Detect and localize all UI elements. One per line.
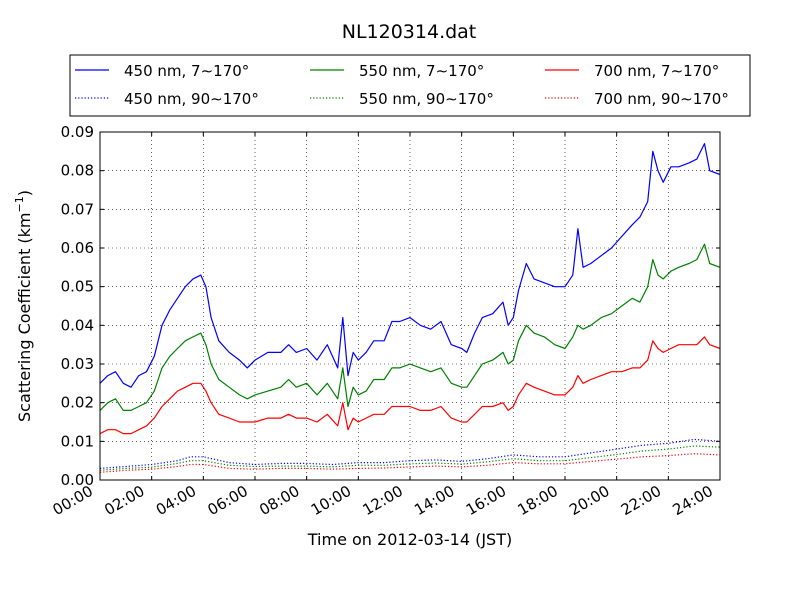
x-tick-label: 04:00	[153, 482, 199, 519]
y-tick-label: 0.08	[61, 162, 94, 180]
legend-label-0: 450 nm, 7∼170°	[124, 62, 249, 80]
y-tick-label: 0.09	[61, 123, 94, 141]
y-tick-label: 0.02	[61, 394, 94, 412]
y-tick-label: 0.07	[61, 200, 94, 218]
series-line-1	[99, 243, 721, 411]
legend-label-5: 700 nm, 90∼170°	[594, 90, 729, 108]
series-line-3	[99, 438, 721, 469]
legend-label-2: 700 nm, 7∼170°	[594, 62, 719, 80]
x-tick-label: 14:00	[411, 482, 457, 519]
series-line-2	[99, 336, 721, 435]
y-tick-label: 0.06	[61, 239, 94, 257]
x-axis-label: Time on 2012-03-14 (JST)	[307, 530, 512, 549]
y-tick-label: 0.04	[61, 316, 94, 334]
series-layer	[99, 143, 721, 473]
x-tick-label: 06:00	[205, 482, 251, 519]
legend-frame	[69, 54, 751, 117]
y-tick-label: 0.03	[61, 355, 94, 373]
x-tick-label: 24:00	[670, 482, 716, 519]
legend: 450 nm, 7∼170° 550 nm, 7∼170° 700 nm, 7∼17…	[69, 54, 751, 117]
series-line-5	[99, 453, 721, 473]
x-tick-label: 22:00	[618, 482, 664, 519]
x-tick-label: 12:00	[360, 482, 406, 519]
legend-label-4: 550 nm, 90∼170°	[359, 90, 494, 108]
x-tick-label: 20:00	[566, 482, 612, 519]
legend-label-1: 550 nm, 7∼170°	[359, 62, 484, 80]
x-tick-label: 02:00	[101, 482, 147, 519]
x-tick-label: 08:00	[256, 482, 302, 519]
grid	[100, 132, 720, 480]
y-tick-label: 0.05	[61, 278, 94, 296]
series-line-0	[99, 143, 721, 388]
y-tick-label: 0.00	[61, 471, 94, 489]
y-axis-label-tail: )	[15, 190, 34, 196]
y-axis-label-sup: −1	[13, 196, 26, 212]
x-tick-label: 18:00	[515, 482, 561, 519]
y-axis-label-main: Scattering Coefficient (km	[15, 212, 34, 422]
y-axis-label: Scattering Coefficient (km−1)	[13, 190, 34, 422]
series-line-4	[99, 445, 721, 471]
ticks: 00:00 02:00 04:00 06:00 08:00 10:00 12:00 14:00…	[50, 123, 721, 519]
chart-title: NL120314.dat	[342, 21, 477, 43]
y-tick-label: 0.01	[61, 432, 94, 450]
x-tick-label: 10:00	[308, 482, 354, 519]
legend-label-3: 450 nm, 90∼170°	[124, 90, 259, 108]
x-tick-label: 16:00	[463, 482, 509, 519]
